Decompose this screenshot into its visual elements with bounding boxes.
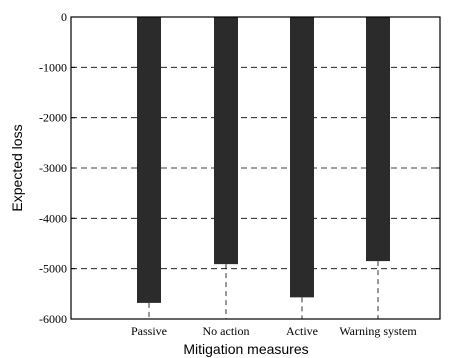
- x-axis-title: Mitigation measures: [183, 341, 308, 357]
- x-tick-label: Active: [286, 324, 318, 338]
- y-axis-title: Expected loss: [9, 124, 25, 211]
- y-tick-label: 0: [61, 10, 67, 24]
- y-tick-label: -5000: [39, 262, 67, 276]
- y-tick-label: -3000: [39, 161, 67, 175]
- y-grid-lines: [71, 66, 440, 270]
- y-tick-label: -1000: [39, 60, 67, 74]
- bars: [137, 17, 390, 303]
- y-tick-label: -4000: [39, 211, 67, 225]
- x-tick-label: Passive: [131, 324, 167, 338]
- bar-warning-system: [366, 17, 390, 262]
- x-tick-label: Warning system: [339, 324, 417, 338]
- y-tick-label: -6000: [39, 312, 67, 326]
- bar-active: [290, 17, 314, 298]
- x-guide-lines: [148, 261, 379, 319]
- x-tick-label: No action: [203, 324, 250, 338]
- y-ticks: 0 -1000 -2000 -3000 -4000 -5000 -6000: [39, 10, 440, 326]
- x-tick-labels: Passive No action Active Warning system: [131, 324, 417, 338]
- y-tick-label: -2000: [39, 111, 67, 125]
- bar-no-action: [214, 17, 238, 265]
- bar-passive: [137, 17, 161, 303]
